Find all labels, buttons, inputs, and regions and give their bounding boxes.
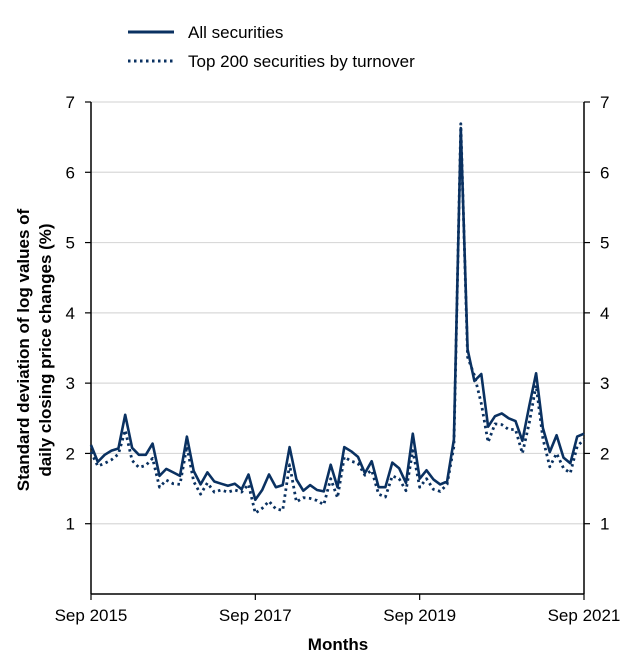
series-lines (89, 122, 586, 515)
y-tick-label-left-4: 4 (66, 304, 75, 323)
y-tick-label-right-6: 6 (600, 163, 609, 182)
y-axis-title-line2: daily closing price changes (%) (36, 223, 55, 476)
y-tick-label-right-7: 7 (600, 93, 609, 112)
x-tick-label-3: Sep 2021 (548, 606, 621, 625)
y-tick-label-left-7: 7 (66, 93, 75, 112)
y-tick-label-left-3: 3 (66, 374, 75, 393)
y-tick-label-right-1: 1 (600, 515, 609, 534)
y-tick-label-left-6: 6 (66, 163, 75, 182)
y-tick-label-left-5: 5 (66, 234, 75, 253)
y-tick-label-left-1: 1 (66, 515, 75, 534)
tick-labels: 1 1 2 2 3 3 4 4 5 5 6 6 7 7 Sep 2015 Sep 2017 Sep 2019 Se… (55, 93, 621, 625)
y-tick-label-right-5: 5 (600, 234, 609, 253)
legend-label-top-200: Top 200 securities by turnover (188, 52, 415, 71)
y-axis-title-line1: Standard deviation of log values of (14, 208, 33, 491)
y-tick-label-left-2: 2 (66, 444, 75, 463)
y-tick-label-right-4: 4 (600, 304, 609, 323)
y-tick-label-right-3: 3 (600, 374, 609, 393)
x-tick-label-1: Sep 2017 (219, 606, 292, 625)
legend: All securities Top 200 securities by tur… (128, 23, 415, 71)
series-line-1 (89, 122, 586, 515)
legend-label-all-securities: All securities (188, 23, 283, 42)
y-tick-label-right-2: 2 (600, 444, 609, 463)
x-tick-label-0: Sep 2015 (55, 606, 128, 625)
gridlines (91, 101, 584, 525)
series-line-0 (89, 126, 585, 502)
x-axis-title: Months (308, 635, 368, 654)
axes (85, 101, 590, 600)
x-tick-label-2: Sep 2019 (383, 606, 456, 625)
